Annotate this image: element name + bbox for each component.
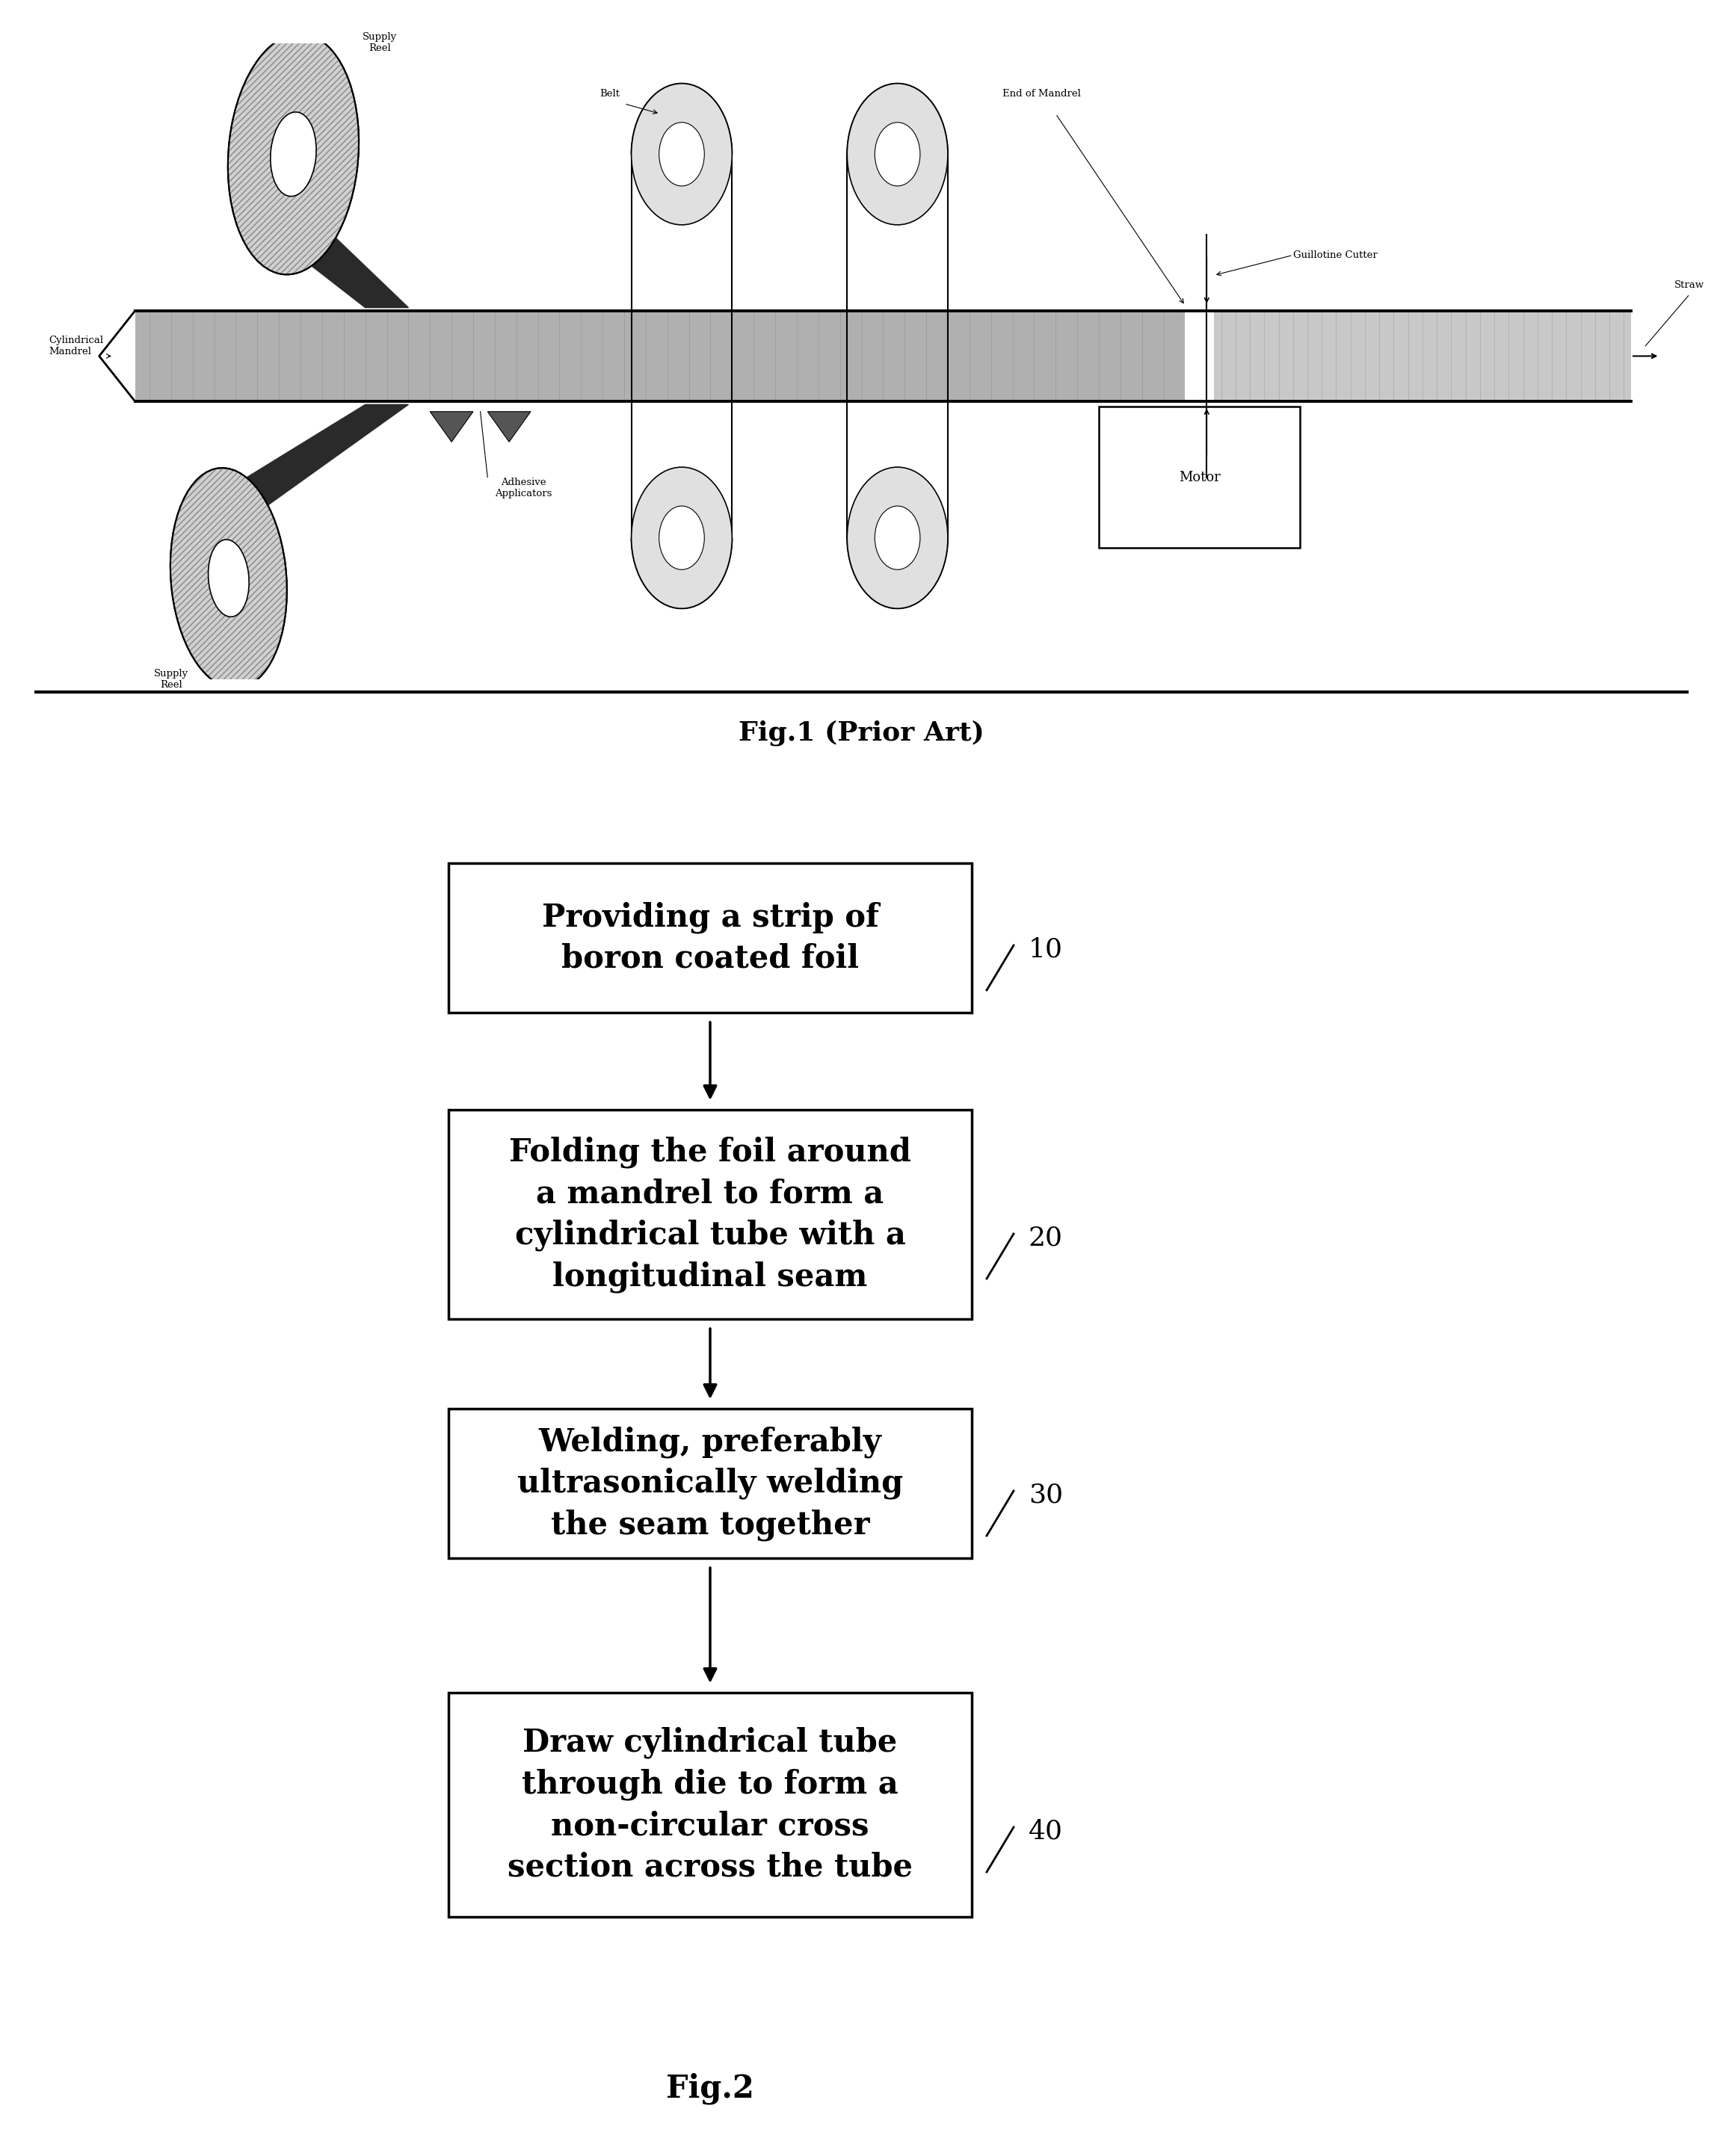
- Text: 20: 20: [1029, 1225, 1063, 1250]
- Text: Welding, preferably
ultrasonically welding
the seam together: Welding, preferably ultrasonically weldi…: [517, 1425, 903, 1542]
- Ellipse shape: [171, 468, 288, 688]
- Circle shape: [631, 468, 732, 608]
- Text: Fig.1 (Prior Art): Fig.1 (Prior Art): [739, 720, 984, 746]
- Circle shape: [660, 123, 705, 185]
- Bar: [1215, 310, 1632, 401]
- Text: Supply
Reel: Supply Reel: [153, 668, 188, 690]
- Bar: [448, 1408, 972, 1559]
- Bar: [1099, 407, 1301, 548]
- Text: Providing a strip of
boron coated foil: Providing a strip of boron coated foil: [541, 901, 879, 975]
- Text: Folding the foil around
a mandrel to form a
cylindrical tube with a
longitudinal: Folding the foil around a mandrel to for…: [508, 1136, 911, 1291]
- Polygon shape: [431, 412, 474, 442]
- Text: End of Mandrel: End of Mandrel: [1003, 88, 1080, 99]
- Ellipse shape: [227, 34, 358, 274]
- Circle shape: [875, 123, 920, 185]
- Circle shape: [660, 507, 705, 569]
- Text: Cylindrical
Mandrel: Cylindrical Mandrel: [48, 336, 103, 356]
- Text: 10: 10: [1029, 938, 1063, 962]
- Bar: [448, 1110, 972, 1319]
- Text: Belt: Belt: [600, 88, 620, 99]
- Polygon shape: [488, 412, 531, 442]
- Text: Adhesive
Applicators: Adhesive Applicators: [495, 476, 551, 498]
- Ellipse shape: [208, 539, 250, 617]
- Text: 40: 40: [1029, 1820, 1063, 1843]
- Circle shape: [875, 507, 920, 569]
- Ellipse shape: [271, 112, 317, 196]
- Text: Motor: Motor: [1179, 470, 1220, 483]
- Text: Supply
Reel: Supply Reel: [362, 32, 396, 54]
- Circle shape: [848, 84, 948, 224]
- Text: Straw: Straw: [1675, 280, 1704, 291]
- Text: Guillotine Cutter: Guillotine Cutter: [1292, 250, 1377, 261]
- Polygon shape: [272, 224, 408, 308]
- Circle shape: [631, 84, 732, 224]
- Text: Draw cylindrical tube
through die to form a
non-circular cross
section across th: Draw cylindrical tube through die to for…: [508, 1727, 913, 1882]
- Bar: [448, 862, 972, 1013]
- Text: Fig.2: Fig.2: [667, 2072, 755, 2104]
- Bar: [134, 310, 1185, 401]
- Bar: [448, 1692, 972, 1917]
- Circle shape: [848, 468, 948, 608]
- Polygon shape: [214, 405, 408, 507]
- Text: 30: 30: [1029, 1483, 1063, 1507]
